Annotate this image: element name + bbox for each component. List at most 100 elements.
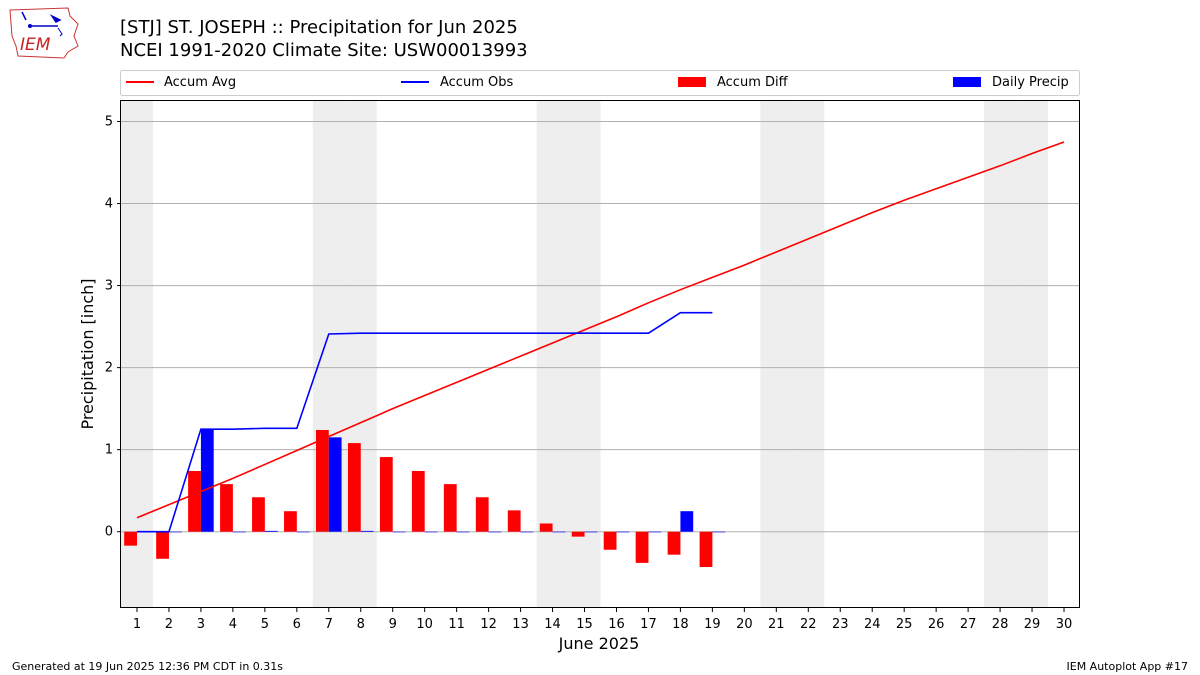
chart-title: [STJ] ST. JOSEPH :: Precipitation for Ju… [120, 17, 518, 38]
weekend-band-21 [760, 101, 793, 608]
weekend-band-22 [792, 101, 825, 608]
accum-avg-line [136, 141, 1065, 519]
tick-label-x-3: 3 [197, 617, 205, 632]
tick-label-x-15: 15 [576, 617, 593, 632]
daily-bar-14 [552, 531, 566, 533]
daily-bar-19 [712, 531, 726, 533]
diff-bar-16 [603, 531, 617, 550]
tick-label-x-23: 23 [832, 617, 849, 632]
legend-frame [120, 70, 1080, 96]
tick-label-x-9: 9 [389, 617, 397, 632]
legend-swatch-daily [953, 77, 981, 87]
tick-label-x-22: 22 [800, 617, 817, 632]
diff-bar-12 [475, 497, 489, 532]
diff-bar-14 [539, 523, 553, 532]
daily-bar-13 [520, 531, 534, 533]
tick-label-x-12: 12 [480, 617, 497, 632]
gridlines [121, 121, 1080, 533]
chart-subtitle: NCEI 1991-2020 Climate Site: USW00013993 [120, 40, 528, 61]
legend-label-diff: Accum Diff [717, 75, 789, 90]
app-footer: IEM Autoplot App #17 [1066, 660, 1189, 673]
daily-bar-16 [616, 531, 630, 533]
tick-label-x-7: 7 [325, 617, 333, 632]
daily-bar-5 [264, 530, 278, 532]
daily-bar-8 [360, 530, 374, 532]
daily-bar-7 [328, 437, 342, 532]
legend-label-obs: Accum Obs [440, 75, 513, 90]
tick-label-x-30: 30 [1056, 617, 1073, 632]
tick-label-x-6: 6 [293, 617, 301, 632]
diff-bar-18 [667, 531, 681, 555]
tick-label-x-20: 20 [736, 617, 753, 632]
plot-frame [120, 100, 1080, 608]
tick-label-x-13: 13 [512, 617, 529, 632]
legend-label-avg: Accum Avg [164, 75, 236, 90]
daily-bar-6 [296, 531, 310, 533]
daily-bar-4 [232, 531, 246, 533]
legend-label-daily: Daily Precip [992, 75, 1069, 90]
weekend-band-29 [1016, 101, 1049, 608]
bars [124, 429, 726, 567]
iem-logo: IEM [9, 7, 79, 59]
tick-label-x-14: 14 [544, 617, 561, 632]
accum-obs-line [136, 311, 713, 533]
daily-bar-18 [680, 511, 694, 532]
diff-bar-11 [443, 484, 457, 532]
weekend-band-15 [568, 101, 601, 608]
legend-swatch-diff [678, 77, 706, 87]
diff-bar-10 [411, 470, 425, 532]
daily-bar-9 [392, 531, 406, 533]
tick-label-x-18: 18 [672, 617, 689, 632]
daily-bar-15 [584, 531, 598, 533]
tick-label-x-29: 29 [1024, 617, 1041, 632]
tick-label-x-11: 11 [448, 617, 465, 632]
weekend-band-28 [984, 101, 1017, 608]
tick-label-x-26: 26 [928, 617, 945, 632]
diff-bar-13 [507, 510, 521, 532]
tick-label-y-3: 3 [105, 279, 113, 294]
tick-label-x-4: 4 [229, 617, 237, 632]
daily-bar-10 [424, 531, 438, 533]
tick-label-y-0: 0 [105, 525, 113, 540]
tick-label-y-2: 2 [105, 361, 113, 376]
tick-label-x-17: 17 [640, 617, 657, 632]
diff-bar-3 [188, 470, 201, 532]
diff-bar-4 [220, 484, 233, 532]
daily-bar-11 [456, 531, 470, 533]
diff-bar-17 [635, 531, 649, 563]
legend: Accum Avg Accum Obs Accum Diff Daily Precip [120, 70, 1080, 96]
tick-label-x-10: 10 [416, 617, 433, 632]
diff-bar-15 [571, 531, 585, 537]
daily-bar-2 [168, 531, 182, 533]
tick-label-y-5: 5 [105, 115, 113, 130]
tick-label-x-5: 5 [261, 617, 269, 632]
tick-label-y-4: 4 [105, 197, 113, 212]
diff-bar-8 [347, 443, 361, 532]
tick-label-y-1: 1 [105, 443, 113, 458]
tick-label-x-27: 27 [960, 617, 977, 632]
weekend-band-1 [121, 101, 153, 608]
tick-label-x-28: 28 [992, 617, 1009, 632]
diff-bar-7 [315, 429, 329, 532]
diff-bar-1 [124, 531, 137, 546]
diff-bar-5 [252, 497, 265, 532]
weekend-shading [121, 101, 1049, 608]
diff-bar-2 [156, 531, 169, 559]
diff-bar-19 [699, 531, 713, 567]
tick-label-x-8: 8 [357, 617, 365, 632]
diff-bar-9 [379, 457, 393, 532]
tick-label-x-2: 2 [165, 617, 173, 632]
x-axis-label: June 2025 [558, 634, 640, 653]
daily-bar-3 [200, 429, 214, 532]
generated-footer: Generated at 19 Jun 2025 12:36 PM CDT in… [12, 660, 284, 673]
tick-label-x-24: 24 [864, 617, 881, 632]
diff-bar-6 [284, 511, 297, 532]
y-axis-label: Precipitation [inch] [78, 278, 97, 429]
tick-label-x-19: 19 [704, 617, 721, 632]
tick-label-x-1: 1 [133, 617, 141, 632]
tick-label-x-25: 25 [896, 617, 913, 632]
daily-bar-17 [648, 531, 662, 533]
daily-bar-12 [488, 531, 502, 533]
